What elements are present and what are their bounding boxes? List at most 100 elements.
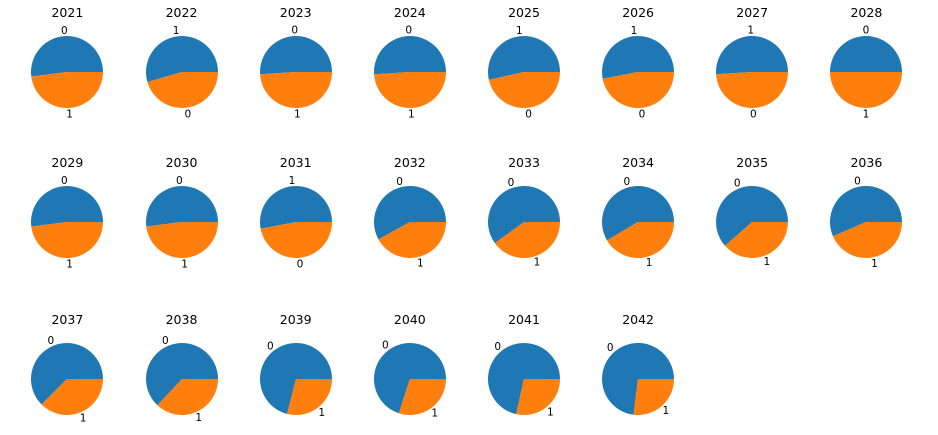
pie-chart-2033: 2033 0 1 [467, 150, 581, 295]
pie-chart-2029: 2029 0 1 [10, 150, 124, 295]
pie-title: 2023 [279, 5, 312, 20]
wedge-0 [31, 343, 104, 405]
wedge-label-0: 0 [525, 108, 532, 120]
wedge-label-0: 0 [296, 258, 303, 270]
wedge-label-0: 0 [61, 175, 68, 187]
wedge-1 [725, 222, 789, 258]
pie-title: 2040 [393, 312, 426, 327]
pie-chart-2036: 2036 0 1 [809, 150, 923, 295]
wedge-label-0: 0 [607, 342, 614, 354]
pie-title: 2034 [622, 155, 654, 170]
wedge-label-1: 1 [195, 412, 202, 424]
pie-title: 2025 [508, 5, 540, 20]
wedge-0 [259, 36, 332, 75]
wedge-label-0: 0 [176, 175, 183, 187]
wedge-1 [259, 72, 332, 109]
pie-chart-2024: 2024 0 1 [353, 0, 467, 145]
wedge-label-0: 0 [291, 25, 298, 37]
wedge-0 [31, 36, 104, 77]
pie-2042-svg: 01 [602, 342, 675, 417]
wedge-label-1: 1 [181, 259, 188, 271]
pie-title: 2036 [850, 155, 883, 170]
wedge-0 [373, 343, 446, 414]
wedge-0 [602, 343, 675, 415]
pie-chart-2032: 2032 0 1 [353, 150, 467, 295]
pie-2025-svg: 10 [488, 25, 560, 120]
wedge-label-1: 1 [663, 405, 670, 417]
wedge-label-1: 1 [294, 109, 301, 121]
wedge-0 [259, 343, 332, 414]
wedge-label-0: 0 [161, 335, 168, 347]
pie-title: 2026 [622, 5, 654, 20]
wedge-label-1: 1 [516, 25, 523, 37]
wedge-0 [373, 36, 446, 75]
pie-chart-2023: 2023 0 1 [239, 0, 353, 145]
pie-chart-2034: 2034 0 1 [581, 150, 695, 295]
pie-2028-svg: 01 [830, 25, 903, 121]
wedge-label-1: 1 [631, 25, 638, 37]
wedge-label-1: 1 [67, 109, 74, 121]
pie-chart-2040: 2040 0 1 [353, 307, 467, 435]
pie-2033-svg: 01 [488, 177, 560, 269]
pie-chart-2022: 2022 1 0 [125, 0, 239, 145]
pie-chart-2031: 2031 1 0 [239, 150, 353, 295]
wedge-1 [156, 379, 218, 415]
wedge-label-1: 1 [288, 175, 295, 187]
wedge-label-1: 1 [172, 25, 179, 37]
pie-title: 2035 [736, 155, 769, 170]
wedge-1 [516, 379, 560, 415]
wedge-0 [488, 185, 560, 244]
pie-2032-svg: 01 [373, 176, 446, 269]
wedge-label-0: 0 [494, 341, 501, 353]
pie-2037-svg: 01 [31, 335, 104, 424]
wedge-0 [488, 342, 560, 415]
wedge-0 [145, 186, 218, 227]
pie-title: 2024 [393, 5, 426, 20]
wedge-label-1: 1 [872, 258, 879, 270]
wedge-label-1: 1 [764, 256, 771, 268]
wedge-label-1: 1 [646, 257, 653, 269]
wedge-label-0: 0 [734, 177, 741, 189]
wedge-1 [286, 379, 332, 416]
wedge-1 [830, 72, 903, 108]
wedge-label-1: 1 [534, 257, 541, 269]
pie-title: 2021 [51, 5, 84, 20]
wedge-label-0: 0 [405, 25, 412, 37]
wedge-1 [488, 35, 560, 80]
wedge-label-0: 0 [639, 108, 646, 120]
wedge-0 [31, 186, 104, 227]
wedge-1 [31, 72, 104, 109]
pie-title: 2031 [279, 155, 312, 170]
wedge-label-0: 0 [396, 176, 403, 188]
pie-title: 2022 [165, 5, 198, 20]
pie-2031-svg: 10 [259, 175, 332, 270]
pie-2034-svg: 01 [602, 176, 675, 269]
pie-title: 2029 [51, 155, 84, 170]
pie-title: 2027 [736, 5, 769, 20]
pie-chart-2038: 2038 0 1 [125, 307, 239, 435]
pie-chart-2037: 2037 0 1 [10, 307, 124, 435]
pie-2022-svg: 10 [145, 25, 218, 120]
pie-2030-svg: 01 [145, 175, 218, 271]
pie-chart-2035: 2035 0 1 [695, 150, 809, 295]
pie-title: 2032 [393, 155, 426, 170]
wedge-label-0: 0 [184, 108, 191, 120]
wedge-label-1: 1 [408, 109, 415, 121]
wedge-0 [373, 186, 446, 240]
wedge-1 [41, 379, 104, 416]
wedge-label-1: 1 [863, 109, 870, 121]
wedge-1 [398, 379, 446, 416]
pie-2026-svg: 10 [602, 25, 675, 120]
pie-2039-svg: 01 [259, 340, 332, 419]
wedge-label-0: 0 [267, 340, 274, 352]
pie-2041-svg: 01 [488, 341, 560, 418]
wedge-label-0: 0 [855, 176, 862, 188]
pie-chart-2042: 2042 0 1 [581, 307, 695, 435]
pie-chart-2030: 2030 0 1 [125, 150, 239, 295]
wedge-label-1: 1 [547, 406, 554, 418]
pie-2027-svg: 10 [716, 25, 789, 121]
pie-2023-svg: 01 [259, 25, 332, 121]
pie-chart-2026: 2026 1 0 [581, 0, 695, 145]
wedge-label-1: 1 [80, 412, 87, 424]
